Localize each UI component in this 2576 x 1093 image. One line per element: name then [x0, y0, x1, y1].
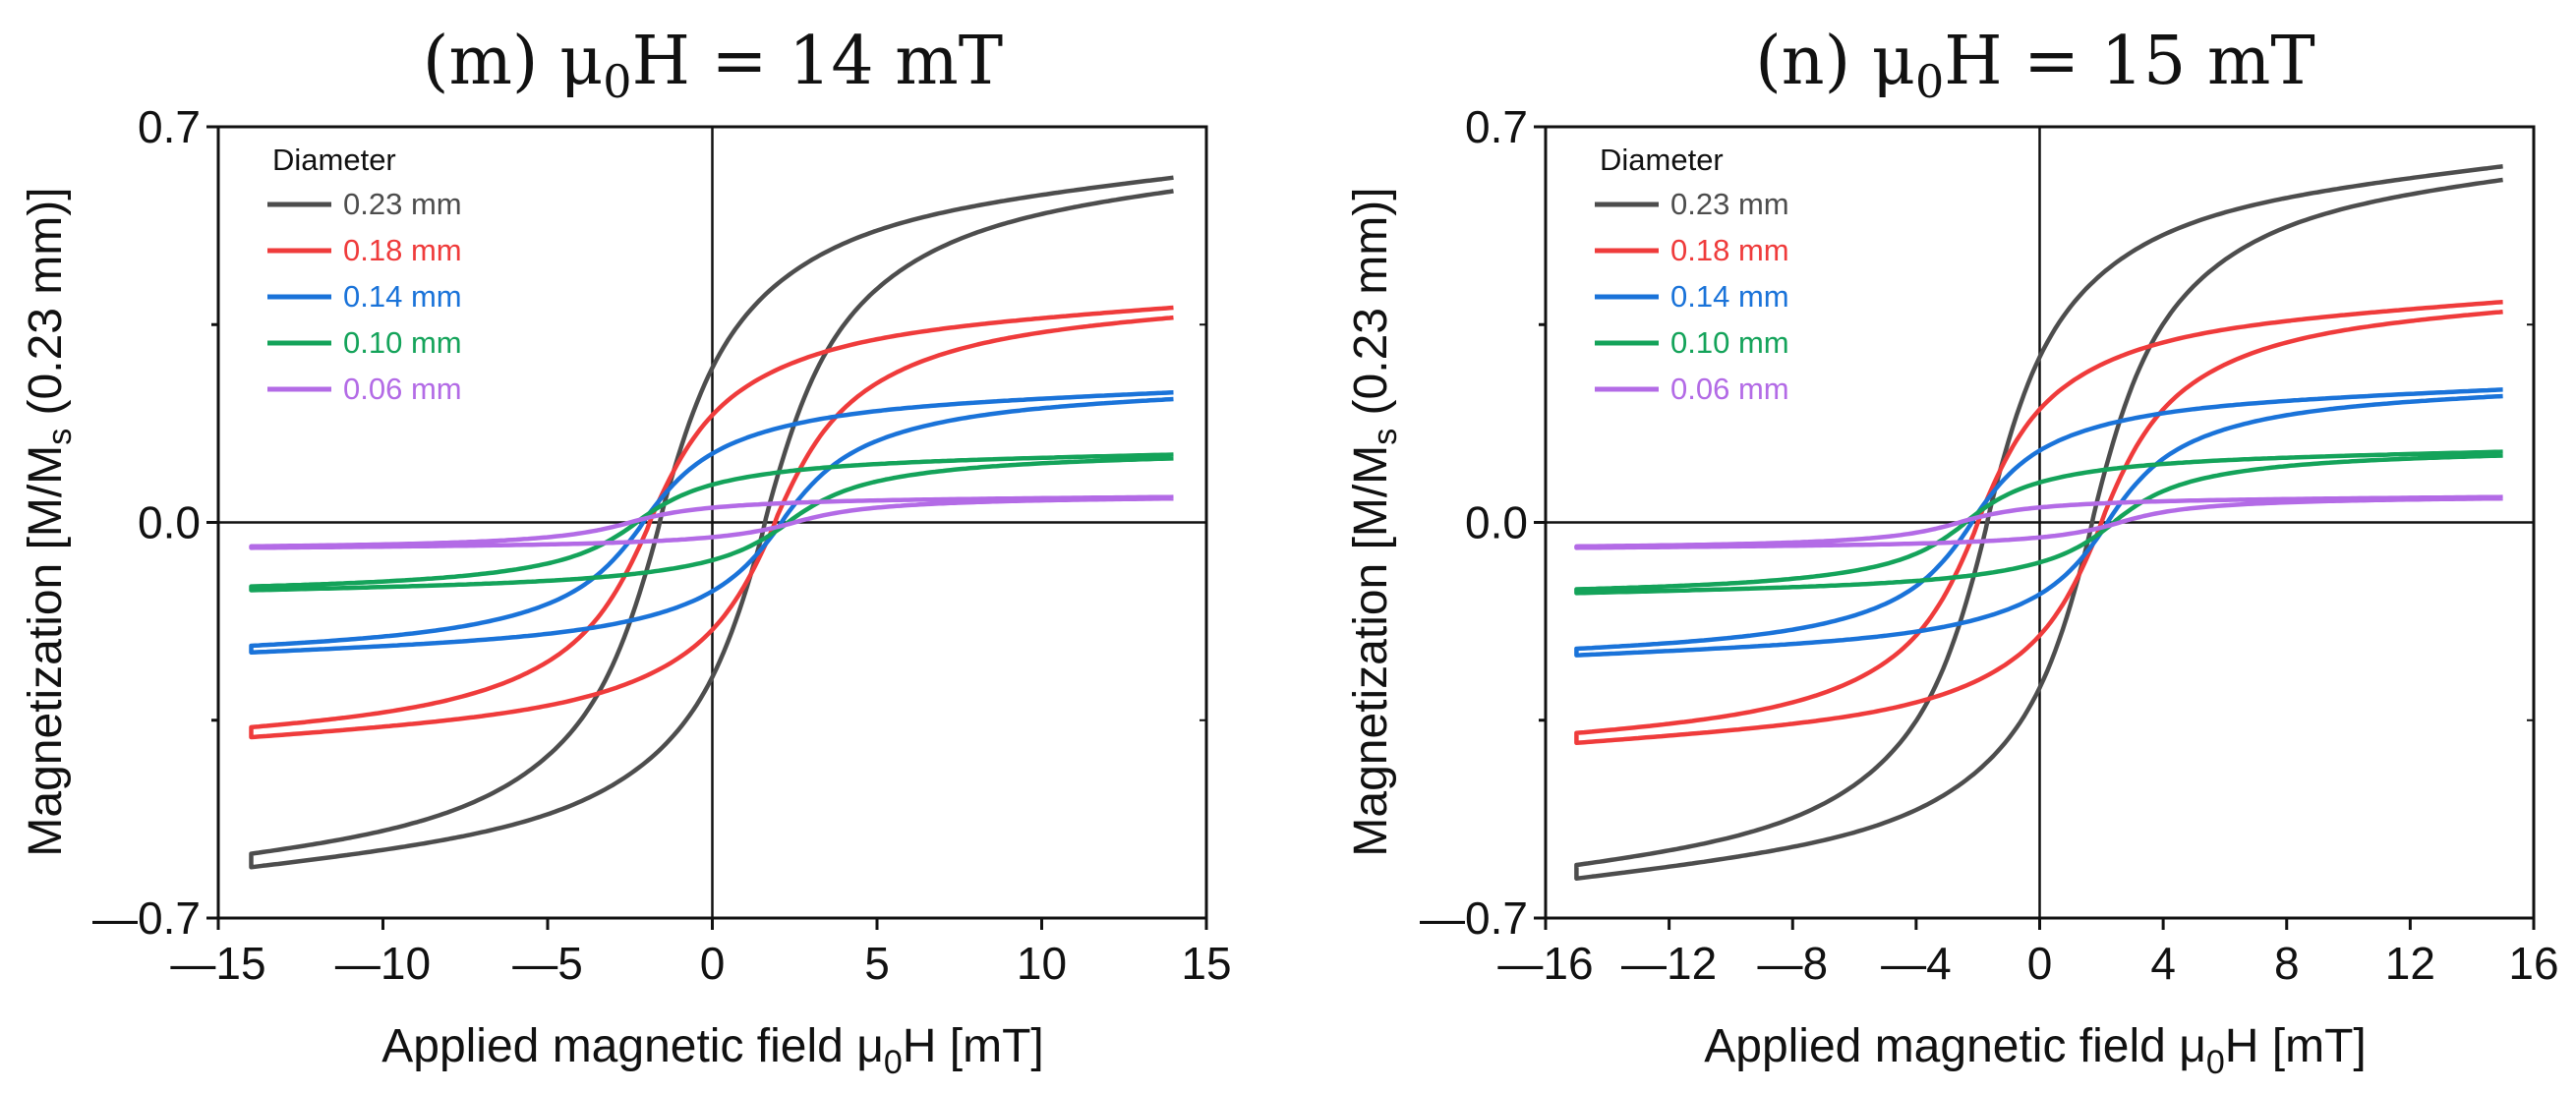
panel-n-tick-labels: —16 —12 —8 —4 0 4 8 12 16 —0.7 0.0 0.7	[1420, 101, 2559, 989]
x-tick-label: —12	[1621, 938, 1717, 989]
panel-n-series	[1574, 164, 2503, 882]
loop-0.10-mm	[249, 452, 1174, 593]
x-tick-label: 16	[2508, 938, 2558, 989]
panel-n-legend: Diameter 0.23 mm 0.18 mm 0.14 mm 0.10 mm 0.06…	[1595, 143, 1789, 406]
x-tick-label: 5	[864, 938, 890, 989]
legend-entry: 0.10 mm	[1670, 325, 1789, 360]
loop-0.18-mm	[1574, 300, 2503, 746]
legend-entry: 0.14 mm	[1670, 279, 1789, 314]
loop-0.14-mm	[1574, 387, 2503, 658]
panel-m-legend: Diameter 0.23 mm 0.18 mm 0.14 mm 0.10 mm 0.06…	[267, 143, 462, 406]
y-tick-label: 0.0	[138, 497, 201, 548]
x-tick-label: 10	[1017, 938, 1067, 989]
x-tick-label: —16	[1497, 938, 1593, 989]
x-tick-label: —5	[512, 938, 583, 989]
x-tick-label: —10	[335, 938, 431, 989]
x-tick-label: —8	[1757, 938, 1828, 989]
panel-n: (n) μ0H = 15 mT —16 —12 —8 —4 0 4 8 12 16 —0.7 0.0…	[1345, 23, 2559, 1081]
loop-0.18-mm	[249, 305, 1174, 740]
panel-m-series	[249, 175, 1174, 870]
x-tick-label: 8	[2274, 938, 2300, 989]
legend-title: Diameter	[1600, 143, 1724, 177]
panel-n-y-axis-label: Magnetization [M/Ms (0.23 mm)]	[1345, 187, 1404, 856]
panel-n-x-axis-label: Applied magnetic field μ0H [mT]	[1704, 1020, 2367, 1081]
legend-entry: 0.18 mm	[343, 233, 462, 267]
panel-m-tick-labels: —15 —10 —5 0 5 10 15 —0.7 0.0 0.7	[92, 101, 1232, 989]
panel-m-y-axis-label: Magnetization [M/Ms (0.23 mm)]	[20, 187, 79, 856]
y-tick-label: —0.7	[92, 892, 201, 944]
x-tick-label: —4	[1881, 938, 1952, 989]
legend-entry: 0.23 mm	[343, 187, 462, 221]
loop-0.23-mm	[1574, 164, 2503, 882]
x-tick-label: 0	[700, 938, 726, 989]
legend-entry: 0.06 mm	[1670, 372, 1789, 406]
panel-m: (m) μ0H = 14 mT —15 —10 —5 0 5 10 15 —0.7 0.0 0.7…	[20, 23, 1232, 1081]
legend-entry: 0.14 mm	[343, 279, 462, 314]
legend-entry: 0.23 mm	[1670, 187, 1789, 221]
panel-n-axes	[1534, 125, 2536, 930]
legend-entry: 0.10 mm	[343, 325, 462, 360]
y-tick-label: 0.7	[1465, 101, 1528, 152]
y-tick-label: —0.7	[1420, 892, 1528, 944]
loop-0.23-mm	[249, 175, 1174, 870]
x-tick-label: 15	[1181, 938, 1231, 989]
x-tick-label: —15	[170, 938, 265, 989]
loop-0.06-mm	[1574, 494, 2503, 550]
loop-0.06-mm	[249, 494, 1174, 550]
panel-m-axes	[206, 125, 1208, 930]
panel-m-x-axis-label: Applied magnetic field μ0H [mT]	[381, 1020, 1044, 1081]
x-tick-label: 0	[2027, 938, 2053, 989]
y-tick-label: 0.7	[138, 101, 201, 152]
panel-m-title: (m) μ0H = 14 mT	[423, 23, 1003, 108]
loop-0.14-mm	[249, 390, 1174, 656]
legend-entry: 0.18 mm	[1670, 233, 1789, 267]
loop-0.10-mm	[1574, 449, 2503, 596]
x-tick-label: 4	[2150, 938, 2176, 989]
legend-title: Diameter	[272, 143, 396, 177]
y-tick-label: 0.0	[1465, 497, 1528, 548]
x-tick-label: 12	[2385, 938, 2435, 989]
legend-entry: 0.06 mm	[343, 372, 462, 406]
panel-n-title: (n) μ0H = 15 mT	[1755, 23, 2314, 108]
